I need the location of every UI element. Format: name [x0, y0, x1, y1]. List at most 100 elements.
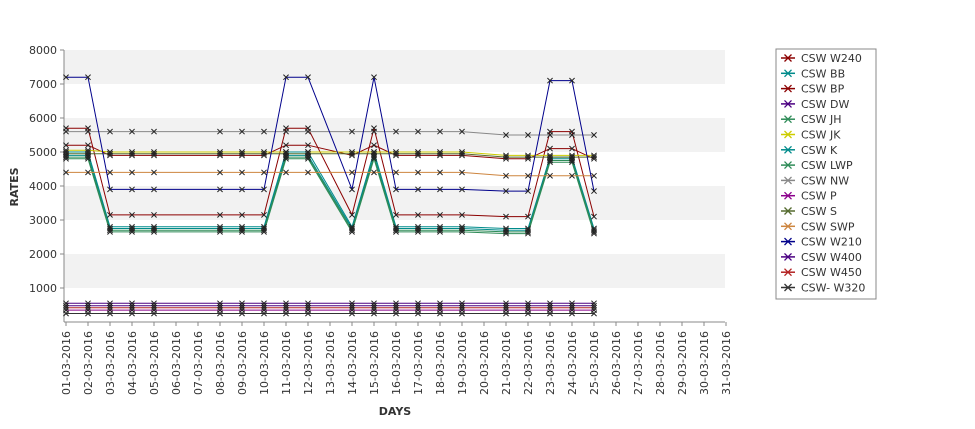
data-point	[547, 302, 553, 309]
legend-swatch-marker	[784, 130, 792, 139]
data-point	[393, 310, 399, 317]
data-point	[591, 300, 597, 307]
data-point	[85, 304, 91, 311]
data-point	[239, 304, 245, 311]
data-point	[305, 300, 311, 307]
data-point	[503, 132, 509, 138]
data-point	[393, 304, 399, 311]
legend-item: CSW W240	[781, 52, 862, 65]
legend-swatch-marker	[784, 176, 792, 185]
data-point	[151, 310, 157, 317]
data-point	[569, 132, 575, 138]
data-point	[129, 211, 135, 218]
y-tick-label: 3000	[29, 214, 57, 227]
data-point	[85, 128, 91, 135]
data-point	[371, 300, 377, 307]
data-point	[129, 302, 135, 309]
data-point	[415, 227, 421, 234]
data-point	[217, 186, 223, 193]
legend-swatch-marker	[784, 283, 792, 292]
data-point	[437, 310, 443, 317]
data-point	[63, 150, 69, 157]
data-point	[393, 169, 399, 176]
data-point	[569, 154, 575, 161]
data-point	[283, 302, 289, 309]
data-point	[393, 211, 399, 218]
legend-label: CSW W400	[801, 251, 862, 264]
data-point	[217, 149, 223, 155]
data-point	[129, 150, 135, 157]
data-point	[129, 128, 135, 135]
data-point	[591, 188, 597, 195]
x-tick-label: 13-03-2016	[324, 331, 337, 395]
data-point	[525, 132, 531, 138]
data-point	[437, 211, 443, 218]
legend-swatch-marker	[784, 237, 792, 246]
data-point	[591, 152, 597, 159]
data-point	[305, 169, 311, 176]
data-point	[591, 304, 597, 311]
data-point	[503, 310, 509, 317]
data-point	[239, 227, 245, 234]
legend-item: CSW W450	[781, 266, 862, 279]
data-point	[239, 169, 245, 176]
data-point	[261, 186, 267, 193]
x-tick-label: 01-03-2016	[60, 331, 73, 395]
data-point	[305, 142, 311, 149]
grid-band	[64, 84, 725, 118]
data-point	[547, 172, 553, 179]
data-point	[85, 155, 91, 162]
data-point	[85, 310, 91, 317]
data-point	[459, 302, 465, 309]
data-point	[437, 304, 443, 311]
data-point	[85, 302, 91, 309]
data-point	[129, 169, 135, 176]
legend-item: CSW LWP	[781, 159, 853, 172]
x-tick-label: 22-03-2016	[522, 331, 535, 395]
data-point	[151, 228, 157, 235]
legend-item: CSW W210	[781, 236, 862, 249]
data-point	[107, 149, 113, 155]
data-point	[371, 150, 377, 157]
data-point	[371, 142, 377, 149]
x-tick-label: 16-03-2016	[390, 331, 403, 395]
x-tick-label: 14-03-2016	[346, 331, 359, 395]
data-point	[63, 74, 69, 81]
data-point	[107, 300, 113, 307]
x-tick-label: 12-03-2016	[302, 331, 315, 395]
data-point	[63, 300, 69, 307]
data-point	[261, 302, 267, 309]
data-point	[349, 150, 355, 157]
y-tick-label: 7000	[29, 78, 57, 91]
legend-label: CSW W450	[801, 266, 862, 279]
data-point	[63, 310, 69, 317]
y-tick-label: 2000	[29, 248, 57, 261]
y-tick-label: 4000	[29, 180, 57, 193]
data-point	[393, 149, 399, 155]
data-point	[415, 128, 421, 135]
x-tick-label: 19-03-2016	[456, 331, 469, 395]
data-point	[85, 74, 91, 81]
data-point	[349, 304, 355, 311]
data-point	[547, 77, 553, 84]
x-tick-label: 08-03-2016	[214, 331, 227, 395]
legend-label: CSW P	[801, 190, 837, 203]
data-point	[283, 150, 289, 157]
data-point	[415, 310, 421, 317]
legend-swatch-marker	[784, 84, 792, 93]
data-point	[349, 227, 355, 234]
x-tick-label: 20-03-2016	[478, 331, 491, 395]
data-point	[239, 302, 245, 309]
data-point	[569, 302, 575, 309]
data-point	[85, 150, 91, 157]
y-tick-label: 8000	[29, 44, 57, 57]
data-point	[547, 145, 553, 152]
data-point	[525, 172, 531, 179]
data-point	[459, 169, 465, 176]
legend-label: CSW BP	[801, 83, 845, 96]
data-point	[239, 186, 245, 193]
x-tick-label: 26-03-2016	[610, 331, 623, 395]
x-axis-title: DAYS	[379, 405, 412, 418]
data-point	[239, 228, 245, 235]
